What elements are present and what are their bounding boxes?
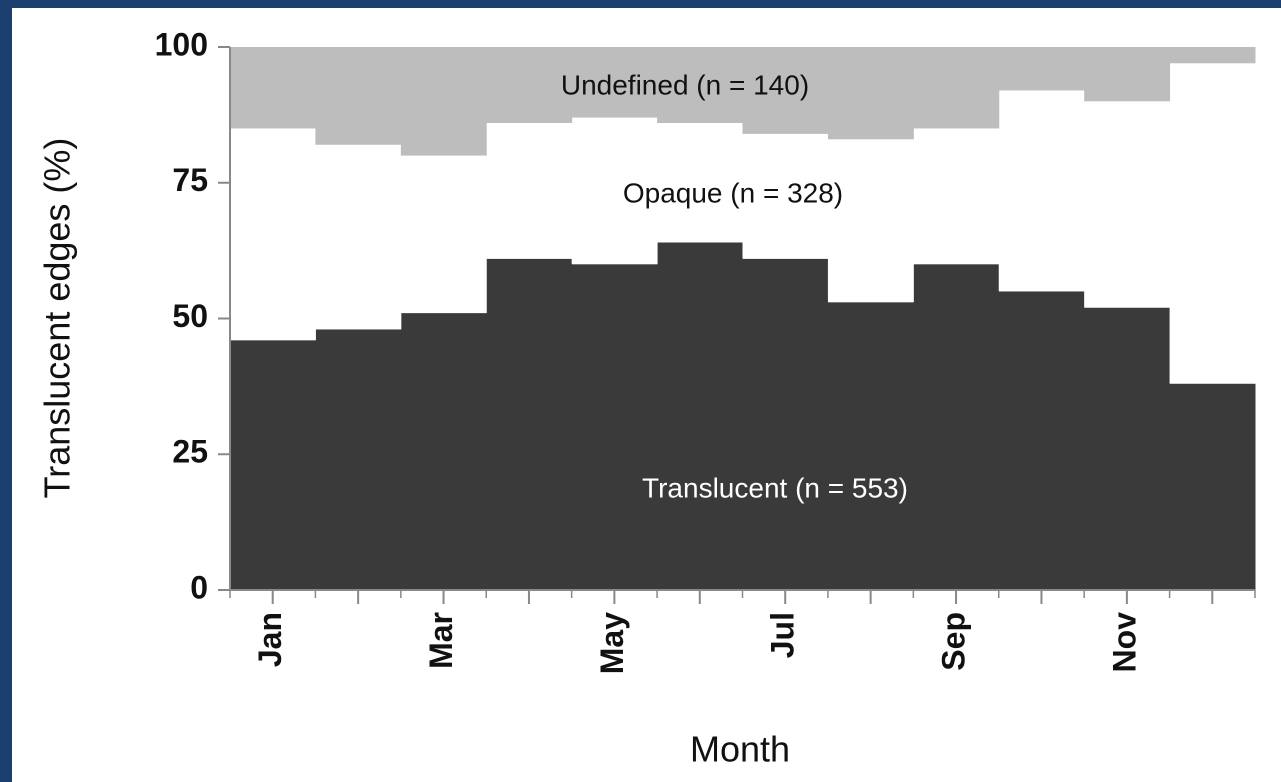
step-segment: [998, 90, 1085, 292]
y-tick-label: 100: [155, 26, 208, 62]
step-segment: [1169, 63, 1256, 384]
x-tick-label: Mar: [423, 612, 459, 669]
step-segment: [998, 47, 1085, 91]
step-segment: [230, 47, 316, 129]
y-tick-label: 0: [190, 569, 208, 605]
step-segment: [742, 258, 829, 590]
step-segment: [913, 128, 1000, 265]
step-segment: [1084, 101, 1171, 308]
step-segment: [315, 144, 402, 330]
x-axis-title: Month: [690, 729, 790, 770]
step-segment: [827, 302, 914, 590]
step-segment: [400, 155, 487, 314]
step-segment: [486, 258, 573, 590]
step-segment: [998, 291, 1085, 590]
step-segment: [1169, 47, 1256, 64]
step-segment: [315, 329, 402, 590]
y-tick-label: 50: [172, 298, 208, 334]
step-segment: [827, 47, 914, 140]
step-segment: [913, 47, 1000, 129]
y-axis-title: Translucent edges (%): [37, 138, 78, 499]
step-segment: [230, 128, 316, 341]
step-segment: [657, 123, 743, 243]
x-tick-label: Jan: [252, 612, 288, 667]
step-segment: [230, 340, 316, 590]
step-segment: [1169, 383, 1256, 590]
step-segment: [913, 264, 1000, 590]
step-segment: [315, 47, 402, 145]
step-segment: [742, 133, 829, 259]
y-tick-label: 25: [172, 434, 208, 470]
step-segment: [657, 47, 743, 124]
step-segment: [571, 47, 658, 118]
series-label: Opaque (n = 328): [623, 177, 843, 208]
step-segment: [827, 139, 914, 303]
x-tick-label: Jul: [765, 612, 801, 658]
x-tick-label: Nov: [1106, 612, 1142, 673]
x-tick-label: Sep: [935, 612, 971, 671]
x-tick-label: May: [594, 612, 630, 674]
step-segment: [486, 47, 573, 124]
series-label: Translucent (n = 553): [642, 472, 908, 503]
step-segment: [1084, 47, 1171, 102]
step-segment: [400, 313, 487, 590]
y-tick-label: 75: [172, 162, 208, 198]
step-segment: [571, 264, 658, 590]
step-segment: [571, 117, 658, 265]
step-segment: [400, 47, 487, 156]
series-label: Undefined (n = 140): [561, 69, 809, 100]
step-segment: [657, 242, 743, 591]
step-segment: [486, 123, 573, 259]
step-segment: [1084, 307, 1171, 590]
step-segment: [742, 47, 829, 134]
